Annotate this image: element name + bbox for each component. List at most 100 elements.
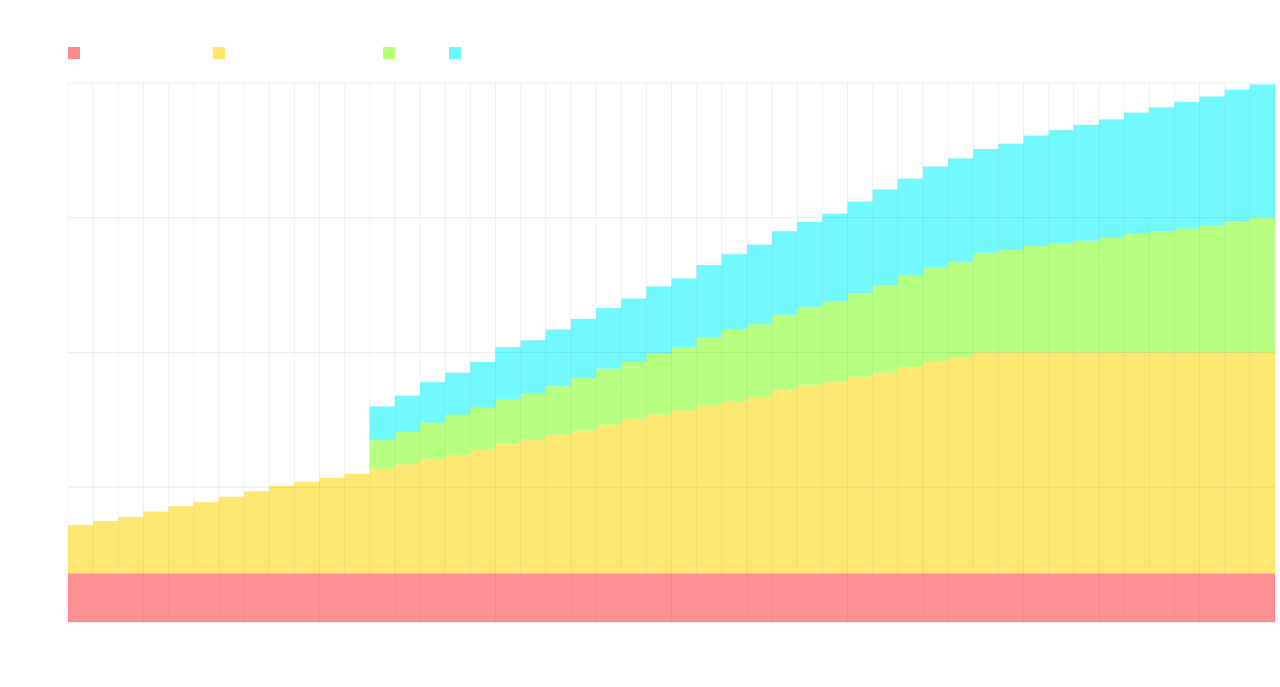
bar-segment	[168, 573, 194, 622]
bar-segment	[470, 407, 496, 450]
bar-segment	[696, 405, 722, 574]
bar-segment	[1124, 573, 1150, 622]
bar-segment	[897, 573, 923, 622]
bar-segment	[1149, 573, 1175, 622]
bar-segment	[269, 485, 295, 574]
bar-segment	[1124, 112, 1150, 234]
bar-segment	[1249, 84, 1275, 218]
bar-segment	[1149, 107, 1175, 232]
bar-segment	[420, 382, 446, 423]
bar-segment	[998, 573, 1024, 622]
bar-segment	[545, 386, 571, 435]
bar-segment	[1149, 231, 1175, 353]
bar-segment	[143, 511, 169, 574]
bar-segment	[746, 324, 773, 397]
bar-segment	[369, 573, 395, 622]
bar-segment	[721, 401, 747, 574]
bar-segment	[294, 481, 320, 574]
bar-segment	[1073, 573, 1099, 622]
bar-segment	[998, 143, 1024, 251]
bar-segment	[822, 213, 848, 302]
bar-segment	[1124, 352, 1150, 574]
bar-segment	[143, 573, 169, 622]
bar-segment	[1249, 573, 1275, 622]
y-tick-label: 4	[53, 75, 60, 89]
bar-segment	[797, 221, 823, 307]
bar-segment	[445, 414, 471, 455]
bar-segment	[545, 329, 571, 387]
bar-segment	[646, 353, 672, 415]
bar-segment	[1249, 217, 1275, 353]
bar-segment	[1199, 573, 1225, 622]
bar-segment	[1149, 352, 1175, 574]
bar-segment	[646, 286, 672, 354]
bar-segment	[696, 337, 722, 406]
bar-segment	[772, 231, 798, 315]
bar-segment	[772, 314, 798, 391]
bar-segment	[520, 392, 546, 441]
bar-segment	[445, 454, 471, 574]
bar-segment	[1098, 237, 1125, 353]
bar-segment	[822, 301, 848, 383]
bar-segment	[68, 573, 94, 622]
bar-segment	[93, 520, 119, 574]
bar-segment	[294, 573, 320, 622]
bar-segment	[218, 496, 245, 574]
bar-segment	[671, 347, 697, 411]
bar-segment	[1073, 124, 1099, 241]
bar-segment	[646, 573, 672, 622]
bar-segment	[696, 264, 722, 338]
bar-segment	[1224, 89, 1250, 222]
bar-segment	[1249, 352, 1275, 574]
bar-segment	[847, 293, 873, 377]
bar-segment	[545, 434, 571, 574]
bar-segment	[922, 166, 949, 268]
bar-segment	[646, 414, 672, 574]
bar-segment	[520, 340, 546, 393]
bar-segment	[772, 573, 798, 622]
bar-segment	[244, 491, 270, 574]
bar-segment	[545, 573, 571, 622]
bar-segment	[872, 372, 898, 574]
bar-segment	[520, 440, 546, 574]
legend-swatch	[383, 47, 395, 59]
bar-segment	[822, 382, 848, 574]
legend-swatch	[449, 47, 461, 59]
bar-segment	[1199, 225, 1225, 353]
bar-segment	[797, 384, 823, 574]
bar-segment	[1199, 96, 1225, 226]
y-tick-label: 0	[53, 614, 60, 628]
bar-segment	[596, 425, 622, 574]
bar-segment	[470, 361, 496, 408]
bar-segment	[1048, 573, 1074, 622]
bar-segment	[797, 306, 823, 385]
bar-segment	[420, 573, 446, 622]
bar-segment	[621, 573, 647, 622]
bar-segment	[470, 573, 496, 622]
bar-segment	[596, 573, 622, 622]
bar-segment	[973, 149, 999, 253]
bar-segment	[671, 573, 697, 622]
bar-segment	[897, 367, 923, 574]
bar-segment	[973, 573, 999, 622]
bar-segment	[319, 573, 345, 622]
bar-segment	[746, 244, 773, 325]
bar-segment	[193, 502, 219, 574]
bar-segment	[420, 422, 446, 459]
bar-segment	[721, 573, 747, 622]
bar-segment	[118, 516, 144, 574]
bar-segment	[596, 308, 622, 369]
bar-segment	[520, 573, 546, 622]
legend-swatch	[68, 47, 80, 59]
bar-segment	[1124, 233, 1150, 353]
bar-segment	[1073, 352, 1099, 574]
bar-segment	[495, 399, 521, 445]
bar-segment	[369, 440, 395, 470]
bar-segment	[948, 573, 974, 622]
bar-segment	[1048, 130, 1074, 244]
bar-segment	[344, 573, 370, 622]
bar-segment	[872, 189, 898, 286]
bar-segment	[822, 573, 848, 622]
bar-segment	[1098, 352, 1125, 574]
bar-segment	[1224, 221, 1250, 353]
